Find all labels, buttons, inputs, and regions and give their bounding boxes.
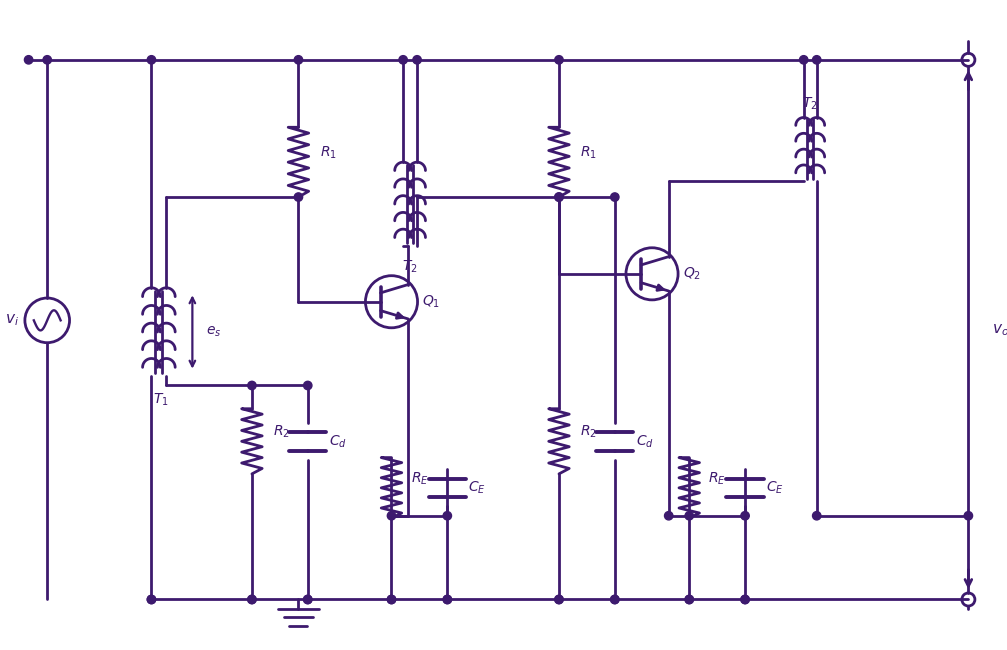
Circle shape	[303, 595, 312, 604]
Text: $C_E$: $C_E$	[766, 480, 783, 496]
Text: $R_2$: $R_2$	[273, 424, 290, 440]
Circle shape	[800, 56, 808, 64]
Circle shape	[413, 56, 421, 64]
Circle shape	[685, 512, 694, 520]
Circle shape	[741, 595, 749, 604]
Circle shape	[555, 56, 563, 64]
Circle shape	[399, 56, 407, 64]
Circle shape	[964, 512, 973, 520]
Text: $T_2$: $T_2$	[803, 96, 818, 112]
Circle shape	[741, 512, 749, 520]
Text: $R_1$: $R_1$	[320, 145, 336, 161]
Circle shape	[685, 595, 694, 604]
Text: $T_2$: $T_2$	[402, 258, 418, 274]
Circle shape	[147, 595, 156, 604]
Circle shape	[248, 595, 256, 604]
Circle shape	[303, 595, 312, 604]
Circle shape	[610, 193, 619, 202]
Circle shape	[813, 512, 821, 520]
Circle shape	[610, 595, 619, 604]
Text: $e_s$: $e_s$	[206, 325, 222, 339]
Text: $Q_1$: $Q_1$	[422, 294, 441, 310]
Circle shape	[294, 193, 303, 202]
Text: $v_i$: $v_i$	[5, 313, 19, 328]
Text: $v_o$: $v_o$	[993, 322, 1007, 337]
Circle shape	[685, 595, 694, 604]
Circle shape	[555, 193, 563, 202]
Circle shape	[555, 193, 563, 202]
Circle shape	[24, 56, 33, 64]
Circle shape	[294, 56, 303, 64]
Circle shape	[303, 382, 312, 389]
Circle shape	[741, 595, 749, 604]
Circle shape	[443, 512, 451, 520]
Circle shape	[610, 595, 619, 604]
Circle shape	[388, 512, 396, 520]
Circle shape	[388, 595, 396, 604]
Text: $R_2$: $R_2$	[580, 424, 597, 440]
Text: $C_E$: $C_E$	[468, 480, 486, 496]
Circle shape	[248, 595, 256, 604]
Circle shape	[248, 382, 256, 389]
Text: $C_d$: $C_d$	[635, 433, 654, 450]
Circle shape	[443, 595, 451, 604]
Circle shape	[555, 595, 563, 604]
Circle shape	[813, 56, 821, 64]
Text: $T_1$: $T_1$	[153, 391, 168, 408]
Circle shape	[147, 56, 156, 64]
Text: $C_d$: $C_d$	[328, 433, 346, 450]
Circle shape	[555, 595, 563, 604]
Text: $R_1$: $R_1$	[580, 145, 597, 161]
Text: $Q_2$: $Q_2$	[683, 266, 701, 282]
Circle shape	[443, 595, 451, 604]
Text: $R_E$: $R_E$	[708, 471, 726, 487]
Circle shape	[388, 595, 396, 604]
Circle shape	[665, 512, 673, 520]
Circle shape	[147, 595, 156, 604]
Text: $R_E$: $R_E$	[411, 471, 428, 487]
Circle shape	[43, 56, 51, 64]
